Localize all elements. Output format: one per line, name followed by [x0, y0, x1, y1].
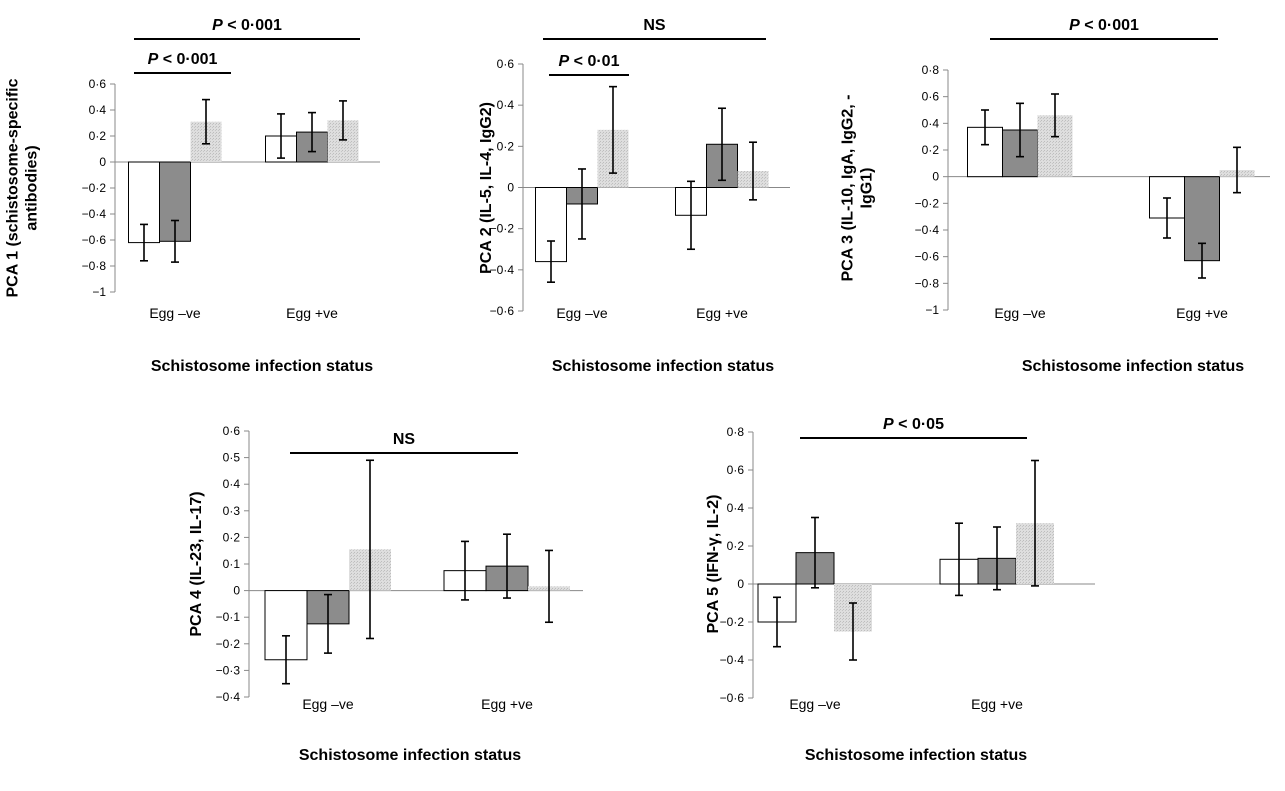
- y-axis-title-line: IgG1): [859, 168, 876, 209]
- y-tick-label: −0·4: [915, 223, 940, 237]
- significance-label-p: P: [1069, 17, 1080, 34]
- significance-label-p: P: [148, 51, 159, 68]
- y-tick-label: −0·4: [82, 207, 107, 221]
- x-axis-title: Schistosome infection status: [552, 358, 774, 375]
- y-axis-title-line: PCA 4 (IL-23, IL-17): [188, 491, 205, 636]
- y-tick-label: 0·6: [89, 77, 107, 91]
- y-axis-title-line: PCA 1 (schistosome-specific: [5, 78, 22, 297]
- x-axis-title: Schistosome infection status: [299, 747, 521, 764]
- category-label: Egg +ve: [286, 305, 338, 321]
- significance-label-p: P: [212, 17, 223, 34]
- significance-label-p: P: [883, 416, 894, 433]
- significance-label-rest: NS: [393, 431, 416, 448]
- significance-label-rest: < 0·001: [223, 17, 282, 34]
- significance-label-rest: < 0·001: [158, 51, 217, 68]
- y-tick-label: −0·4: [490, 263, 515, 277]
- y-tick-label: −0·4: [720, 653, 745, 667]
- y-tick-label: 0·1: [223, 557, 241, 571]
- significance-label-rest: NS: [643, 17, 666, 34]
- y-tick-label: 0·2: [727, 539, 745, 553]
- y-axis-title: PCA 5 (IFN-γ, IL-2): [705, 495, 722, 634]
- y-tick-label: −0·6: [82, 233, 107, 247]
- category-label: Egg +ve: [696, 305, 748, 321]
- y-tick-label: 0·4: [497, 98, 515, 112]
- significance-label-p: P: [559, 53, 570, 70]
- y-tick-label: 0·6: [922, 90, 940, 104]
- y-tick-label: −0·2: [915, 196, 940, 210]
- y-tick-label: −0·8: [915, 276, 940, 290]
- y-tick-label: −0·6: [720, 691, 745, 705]
- y-tick-label: −0·8: [82, 259, 107, 273]
- y-tick-label: 0: [932, 170, 939, 184]
- y-axis-title-line: antibodies): [24, 145, 41, 230]
- y-tick-label: 0: [233, 584, 240, 598]
- y-tick-label: 0·4: [727, 501, 745, 515]
- category-label: Egg +ve: [971, 696, 1023, 712]
- y-axis-title-line: PCA 2 (IL-5, IL-4, IgG2): [478, 102, 495, 274]
- y-axis-title: PCA 3 (IL-10, IgA, IgG2, - IgG1): [840, 95, 876, 282]
- y-tick-label: 0·6: [497, 57, 515, 71]
- chart-panel-3: −1 −0·8 −0·6 −0·4 −0·2 0 0·2 0·4 0·6 0·8 Egg –ve Eg…: [840, 17, 1270, 375]
- significance-label-rest: < 0·05: [894, 416, 944, 433]
- y-tick-label: 0·4: [922, 116, 940, 130]
- category-label: Egg –ve: [149, 305, 201, 321]
- y-axis-title: PCA 2 (IL-5, IL-4, IgG2): [478, 102, 495, 274]
- y-tick-label: −0·6: [490, 304, 515, 318]
- y-tick-label: −0·2: [216, 637, 241, 651]
- y-tick-label: 0·2: [497, 139, 515, 153]
- category-label: Egg +ve: [1176, 305, 1228, 321]
- x-axis-title: Schistosome infection status: [151, 358, 373, 375]
- y-tick-label: 0: [99, 155, 106, 169]
- y-tick-label: −0·2: [82, 181, 107, 195]
- y-tick-label: −0·3: [216, 663, 241, 677]
- y-tick-label: 0·2: [223, 530, 241, 544]
- y-tick-label: −0·4: [216, 690, 241, 704]
- significance-label: P < 0·05: [883, 416, 944, 433]
- y-tick-label: 0·4: [89, 103, 107, 117]
- x-axis-title: Schistosome infection status: [805, 747, 1027, 764]
- y-tick-label: −0·2: [490, 222, 515, 236]
- significance-label: NS: [393, 431, 416, 448]
- y-axis-title-line: PCA 3 (IL-10, IgA, IgG2, -: [840, 95, 857, 282]
- y-tick-label: 0: [737, 577, 744, 591]
- y-tick-label: −1: [92, 285, 106, 299]
- significance-label-rest: < 0·01: [569, 53, 619, 70]
- y-tick-label: 0·5: [223, 451, 241, 465]
- y-tick-label: −0·2: [720, 615, 745, 629]
- y-tick-label: 0·2: [89, 129, 107, 143]
- y-tick-label: 0·8: [727, 425, 745, 439]
- x-axis-title: Schistosome infection status: [1022, 358, 1244, 375]
- chart-panel-5: −0·6 −0·4 −0·2 0 0·2 0·4 0·6 0·8 Egg –ve Egg +ve S…: [705, 416, 1095, 764]
- chart-panel-4: −0·4 −0·3 −0·2 −0·1 0 0·1 0·2 0·3 0·4 0·5 0·6 Egg –…: [188, 424, 583, 764]
- significance-label: P < 0·001: [1069, 17, 1139, 34]
- category-label: Egg –ve: [556, 305, 608, 321]
- y-tick-label: 0·6: [223, 424, 241, 438]
- significance-label: P < 0·001: [212, 17, 282, 34]
- y-tick-label: −0·1: [216, 610, 241, 624]
- y-tick-label: 0·6: [727, 463, 745, 477]
- category-label: Egg +ve: [481, 696, 533, 712]
- category-label: Egg –ve: [789, 696, 841, 712]
- y-tick-label: 0·8: [922, 63, 940, 77]
- significance-label: NS: [643, 17, 666, 34]
- y-axis-title: PCA 1 (schistosome-specific antibodies): [5, 78, 41, 297]
- chart-panel-1: −1 −0·8 −0·6 −0·4 −0·2 0 0·2 0·4 0·6 Egg –ve Egg +…: [5, 17, 380, 375]
- y-tick-label: −0·6: [915, 250, 940, 264]
- category-label: Egg –ve: [994, 305, 1046, 321]
- y-tick-label: 0·3: [223, 504, 241, 518]
- y-tick-label: 0·4: [223, 477, 241, 491]
- significance-label: P < 0·01: [559, 53, 620, 70]
- significance-label: P < 0·001: [148, 51, 218, 68]
- y-tick-label: −1: [925, 303, 939, 317]
- y-axis-title-line: PCA 5 (IFN-γ, IL-2): [705, 495, 722, 634]
- y-axis-title: PCA 4 (IL-23, IL-17): [188, 491, 205, 636]
- significance-label-rest: < 0·001: [1080, 17, 1139, 34]
- chart-panel-2: −0·6 −0·4 −0·2 0 0·2 0·4 0·6 Egg –ve Egg +ve Schi…: [478, 17, 790, 375]
- y-tick-label: 0: [507, 181, 514, 195]
- category-label: Egg –ve: [302, 696, 354, 712]
- y-tick-label: 0·2: [922, 143, 940, 157]
